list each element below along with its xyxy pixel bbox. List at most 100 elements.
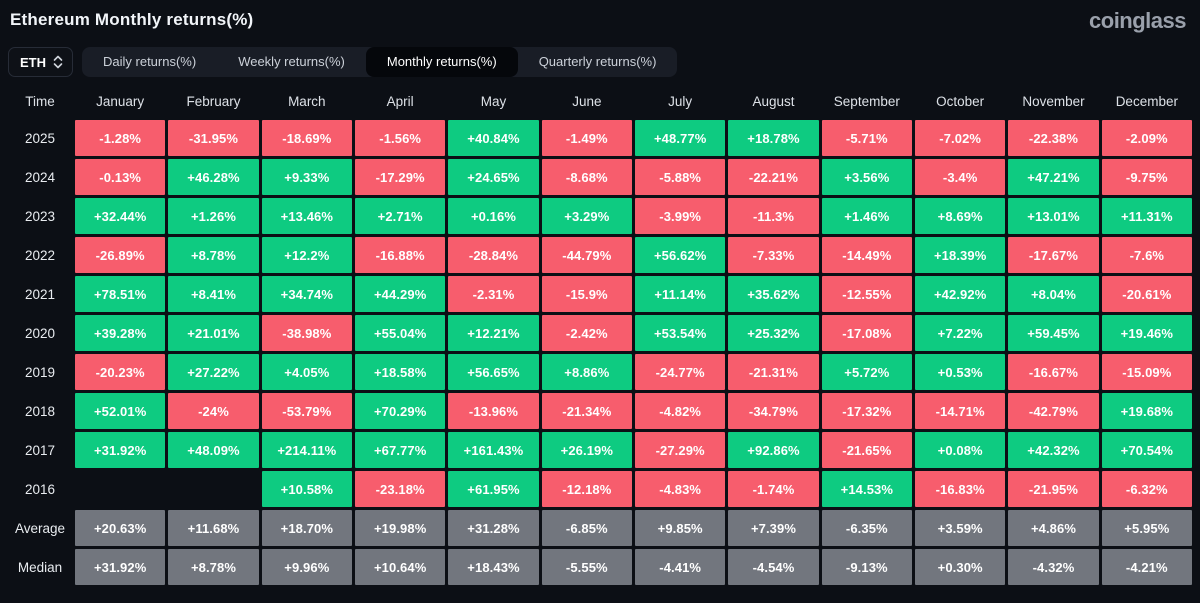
- return-cell: -18.69%: [261, 120, 352, 156]
- return-cell: -2.31%: [448, 276, 539, 312]
- return-cell: -1.49%: [541, 120, 632, 156]
- return-cell: -6.32%: [1101, 471, 1192, 507]
- return-cell: +1.26%: [168, 198, 259, 234]
- return-cell: -38.98%: [261, 315, 352, 351]
- return-cell: -34.79%: [728, 393, 819, 429]
- return-cell: +20.63%: [75, 510, 166, 546]
- return-cell: -8.68%: [541, 159, 632, 195]
- return-cell: +31.92%: [75, 549, 166, 585]
- return-cell: +9.96%: [261, 549, 352, 585]
- page-title: Ethereum Monthly returns(%): [10, 10, 254, 29]
- return-cell: +0.53%: [915, 354, 1006, 390]
- return-cell: +161.43%: [448, 432, 539, 468]
- return-cell: +214.11%: [261, 432, 352, 468]
- return-cell: +7.22%: [915, 315, 1006, 351]
- return-cell: +19.98%: [355, 510, 446, 546]
- return-cell: -5.88%: [635, 159, 726, 195]
- return-cell: -12.18%: [541, 471, 632, 507]
- return-cell: +14.53%: [821, 471, 912, 507]
- return-cell: -7.33%: [728, 237, 819, 273]
- return-cell: -20.61%: [1101, 276, 1192, 312]
- return-cell: +13.46%: [261, 198, 352, 234]
- column-header-october: October: [936, 93, 985, 109]
- return-cell: +27.22%: [168, 354, 259, 390]
- return-cell: -13.96%: [448, 393, 539, 429]
- return-cell: -11.3%: [728, 198, 819, 234]
- return-cell: -15.9%: [541, 276, 632, 312]
- return-cell: +19.46%: [1101, 315, 1192, 351]
- return-cell: +11.68%: [168, 510, 259, 546]
- return-cell: -12.55%: [821, 276, 912, 312]
- return-cell: -28.84%: [448, 237, 539, 273]
- return-cell: +31.28%: [448, 510, 539, 546]
- tab-daily-returns[interactable]: Daily returns(%): [82, 47, 217, 77]
- return-cell: -9.75%: [1101, 159, 1192, 195]
- tab-monthly-returns[interactable]: Monthly returns(%): [365, 47, 518, 77]
- return-cell: -5.71%: [821, 120, 912, 156]
- row-label-2021: 2021: [24, 286, 56, 302]
- return-cell: -17.32%: [821, 393, 912, 429]
- row-label-2017: 2017: [24, 442, 56, 458]
- return-cell: -4.82%: [635, 393, 726, 429]
- time-column-header: Time: [25, 93, 55, 109]
- return-cell: +3.29%: [541, 198, 632, 234]
- return-cell: -4.83%: [635, 471, 726, 507]
- return-cell: +67.77%: [355, 432, 446, 468]
- row-label-2024: 2024: [24, 169, 56, 185]
- returns-period-tabs: Daily returns(%) Weekly returns(%) Monthly…: [82, 47, 678, 77]
- return-cell: -17.29%: [355, 159, 446, 195]
- return-cell: +70.29%: [355, 393, 446, 429]
- return-cell: +10.58%: [261, 471, 352, 507]
- return-cell: +19.68%: [1101, 393, 1192, 429]
- return-cell: -4.41%: [635, 549, 726, 585]
- return-cell: +18.39%: [915, 237, 1006, 273]
- symbol-select-value: ETH: [20, 54, 46, 70]
- row-label-2016: 2016: [24, 481, 56, 497]
- return-cell: -26.89%: [75, 237, 166, 273]
- return-cell: -14.49%: [821, 237, 912, 273]
- return-cell: +52.01%: [75, 393, 166, 429]
- return-cell: -4.54%: [728, 549, 819, 585]
- return-cell: -44.79%: [541, 237, 632, 273]
- return-cell: +3.56%: [821, 159, 912, 195]
- return-cell: +56.62%: [635, 237, 726, 273]
- return-cell: -27.29%: [635, 432, 726, 468]
- column-header-december: December: [1115, 93, 1178, 109]
- return-cell: +8.69%: [915, 198, 1006, 234]
- return-cell: +8.78%: [168, 549, 259, 585]
- column-header-february: February: [186, 93, 241, 109]
- column-header-september: September: [833, 93, 900, 109]
- return-cell: +2.71%: [355, 198, 446, 234]
- return-cell: +42.92%: [915, 276, 1006, 312]
- return-cell: +92.86%: [728, 432, 819, 468]
- return-cell: +31.92%: [75, 432, 166, 468]
- return-cell: -3.99%: [635, 198, 726, 234]
- return-cell: +56.65%: [448, 354, 539, 390]
- return-cell: -53.79%: [261, 393, 352, 429]
- column-header-july: July: [668, 93, 693, 109]
- return-cell: -4.32%: [1008, 549, 1099, 585]
- tab-quarterly-returns[interactable]: Quarterly returns(%): [518, 47, 678, 77]
- row-label-2019: 2019: [24, 364, 56, 380]
- return-cell: +12.21%: [448, 315, 539, 351]
- return-cell: +10.64%: [355, 549, 446, 585]
- return-cell: [75, 471, 165, 507]
- return-cell: -20.23%: [75, 354, 166, 390]
- return-cell: -2.42%: [541, 315, 632, 351]
- return-cell: +0.30%: [915, 549, 1006, 585]
- return-cell: +21.01%: [168, 315, 259, 351]
- return-cell: -21.34%: [541, 393, 632, 429]
- tab-weekly-returns[interactable]: Weekly returns(%): [217, 47, 366, 77]
- return-cell: -9.13%: [821, 549, 912, 585]
- return-cell: +18.58%: [355, 354, 446, 390]
- app-root: Ethereum Monthly returns(%) coinglass ET…: [0, 8, 1200, 585]
- column-header-august: August: [752, 93, 795, 109]
- return-cell: -1.28%: [75, 120, 166, 156]
- return-cell: +46.28%: [168, 159, 259, 195]
- return-cell: +59.45%: [1008, 315, 1099, 351]
- return-cell: -23.18%: [355, 471, 446, 507]
- return-cell: +18.70%: [261, 510, 352, 546]
- controls-bar: ETH Daily returns(%) Weekly returns(%) Mon…: [0, 34, 1200, 77]
- row-label-2018: 2018: [24, 403, 56, 419]
- symbol-select[interactable]: ETH: [8, 47, 73, 77]
